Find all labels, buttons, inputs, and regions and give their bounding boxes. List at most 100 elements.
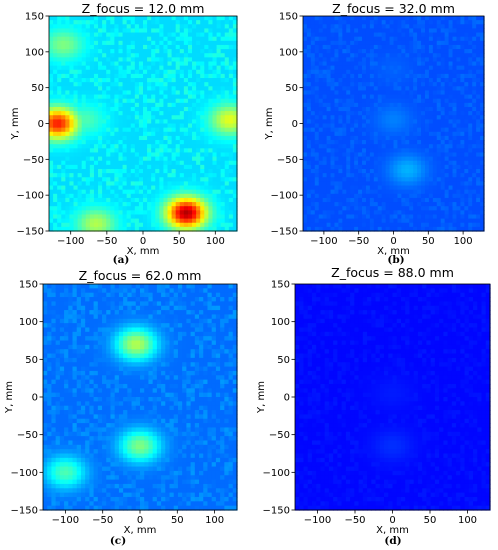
heatmap-cell	[448, 156, 454, 162]
heatmap-cell	[89, 168, 95, 174]
heatmap-cell	[385, 73, 391, 79]
heatmap-cell	[365, 218, 371, 224]
heatmap-cell	[460, 127, 465, 133]
heatmap-cell	[98, 28, 103, 34]
heatmap-cell	[377, 20, 383, 25]
heatmap-cell	[43, 318, 48, 324]
heatmap-cell	[208, 49, 214, 54]
heatmap-cell	[365, 94, 371, 100]
heatmap-cell	[163, 185, 169, 191]
heatmap-cell	[338, 20, 343, 25]
heatmap-cell	[472, 218, 477, 224]
heatmap-cell	[143, 82, 148, 87]
heatmap-cell	[200, 28, 205, 34]
heatmap-cell	[326, 144, 332, 149]
heatmap-cell	[358, 57, 363, 63]
heatmap-cell	[65, 202, 71, 207]
heatmap-cell	[126, 210, 132, 216]
heatmap-cell	[143, 49, 148, 54]
heatmap-cell	[432, 115, 438, 120]
heatmap-cell	[228, 16, 234, 21]
heatmap-cell	[212, 135, 218, 141]
heatmap-cell	[93, 111, 99, 116]
heatmap-cell	[448, 78, 454, 83]
heatmap-cell	[342, 90, 347, 96]
heatmap-cell	[464, 90, 469, 96]
heatmap-cell	[393, 135, 399, 141]
heatmap-cell	[232, 73, 238, 79]
heatmap-cell	[65, 69, 71, 75]
heatmap-cell	[397, 193, 402, 199]
heatmap-cell	[365, 226, 371, 232]
heatmap-cell	[49, 61, 54, 67]
heatmap-cell	[98, 102, 103, 108]
heatmap-cell	[106, 164, 111, 170]
heatmap-cell	[69, 226, 75, 232]
heatmap-cell	[346, 206, 351, 211]
heatmap-cell	[65, 206, 71, 211]
heatmap-cell	[480, 98, 485, 104]
heatmap-cell	[232, 189, 238, 195]
heatmap-cell	[196, 28, 201, 34]
heatmap-cell	[354, 222, 359, 228]
heatmap-cell	[228, 197, 234, 203]
heatmap-cell	[314, 164, 320, 170]
heatmap-cell	[57, 94, 62, 100]
heatmap-cell	[159, 164, 165, 170]
heatmap-cell	[89, 135, 95, 141]
heatmap-cell	[362, 140, 367, 145]
heatmap-cell	[85, 115, 91, 120]
heatmap-cell	[393, 36, 399, 42]
heatmap-cell	[440, 102, 446, 108]
heatmap-cell	[47, 470, 53, 476]
heatmap-cell	[456, 32, 461, 38]
heatmap-cell	[102, 61, 107, 67]
heatmap-cell	[220, 135, 226, 141]
heatmap-cell	[47, 496, 53, 502]
heatmap-cell	[373, 61, 379, 67]
heatmap-cell	[303, 173, 308, 178]
heatmap-cell	[314, 226, 320, 232]
heatmap-cell	[110, 16, 115, 21]
heatmap-cell	[220, 173, 226, 178]
heatmap-cell	[456, 222, 461, 228]
heatmap-cell	[346, 135, 351, 141]
heatmap-cell	[232, 106, 238, 112]
heatmap-cell	[409, 160, 414, 166]
heatmap-cell	[98, 140, 103, 145]
heatmap-cell	[216, 49, 222, 54]
heatmap-cell	[464, 189, 469, 195]
heatmap-cell	[228, 173, 234, 178]
heatmap-cell	[114, 197, 120, 203]
heatmap-cell	[401, 69, 406, 75]
heatmap-cell	[155, 156, 160, 162]
heatmap-cell	[424, 119, 430, 125]
heatmap-cell	[362, 36, 367, 42]
heatmap-cell	[389, 20, 395, 25]
heatmap-cell	[77, 148, 83, 154]
heatmap-cell	[159, 111, 165, 116]
heatmap-cell	[381, 144, 387, 149]
heatmap-cell	[322, 144, 328, 149]
heatmap-cell	[192, 206, 197, 211]
heatmap-cell	[110, 210, 115, 216]
heatmap-cell	[167, 86, 173, 92]
heatmap-cell	[464, 222, 469, 228]
heatmap-cell	[232, 123, 238, 129]
heatmap-cell	[208, 168, 214, 174]
heatmap-cell	[73, 214, 79, 220]
heatmap-cell	[480, 177, 485, 182]
heatmap-cell	[49, 140, 54, 145]
heatmap-cell	[460, 185, 465, 191]
heatmap-cell	[428, 193, 434, 199]
heatmap-cell	[69, 197, 75, 203]
heatmap-cell	[232, 57, 238, 63]
heatmap-cell	[110, 69, 115, 75]
heatmap-cell	[338, 28, 343, 34]
heatmap-cell	[480, 90, 485, 96]
heatmap-cell	[314, 28, 320, 34]
heatmap-cell	[476, 102, 481, 108]
heatmap-cell	[47, 362, 53, 368]
heatmap-cell	[171, 32, 177, 38]
heatmap-cell	[85, 53, 91, 58]
